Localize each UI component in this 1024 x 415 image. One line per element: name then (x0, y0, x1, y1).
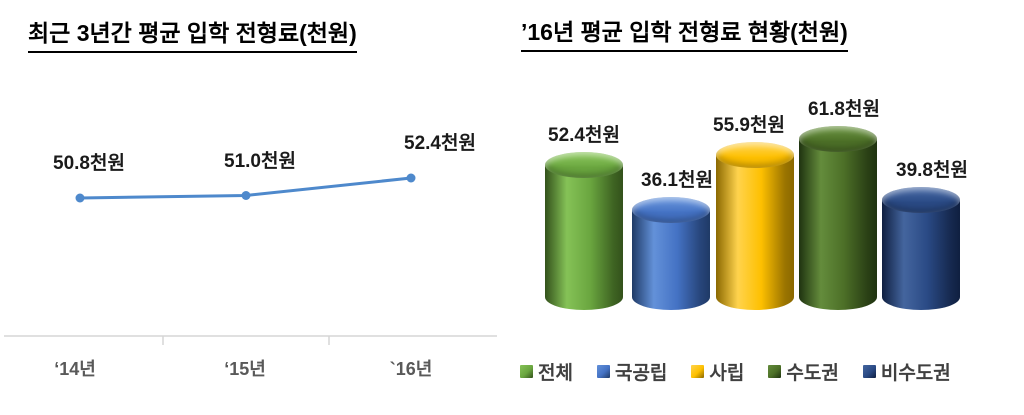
legend-label: 국공립 (614, 363, 668, 384)
legend-label: 전체 (538, 363, 573, 384)
x-axis-label: ‘15년 (224, 359, 266, 379)
legend-item: 수도권 (768, 358, 839, 385)
line-data-label: 50.8천원 (53, 153, 125, 174)
bar-data-label: 52.4천원 (548, 125, 620, 146)
data-point-marker (241, 191, 251, 200)
cylinder-top-cap (882, 187, 960, 213)
legend-item: 비수도권 (862, 358, 951, 385)
legend-label: 수도권 (786, 363, 839, 384)
cylinder-top-cap (632, 197, 710, 223)
x-axis-label: ‘14년 (54, 359, 96, 379)
cylinder-top-cap (716, 142, 794, 168)
legend-item: 사립 (691, 358, 744, 385)
legend-item: 국공립 (596, 358, 668, 385)
line-data-label: 52.4천원 (404, 133, 476, 154)
bar-data-label: 39.8천원 (896, 160, 968, 181)
line-chart-title: 최근 3년간 평균 입학 전형료(천원) (28, 14, 357, 53)
cylinder-top-cap (545, 152, 623, 178)
legend-color-swatch-icon (520, 365, 533, 378)
legend-item: 전체 (520, 358, 573, 385)
cylinder-top-cap (799, 126, 877, 152)
cylinder-bar (545, 165, 623, 310)
data-point-marker (406, 173, 416, 183)
line-data-label: 51.0천원 (224, 150, 296, 172)
legend-color-swatch-icon (862, 365, 876, 378)
x-axis-label: `16년 (389, 359, 433, 379)
legend-color-swatch-icon (768, 365, 782, 378)
cylinder-bar (632, 210, 710, 310)
legend-color-swatch-icon (691, 365, 705, 378)
cylinder-bar (799, 139, 877, 310)
bar-data-label: 55.9천원 (713, 115, 785, 136)
data-point-marker (75, 193, 85, 203)
legend-label: 사립 (709, 363, 745, 384)
cylinder-bar (716, 155, 794, 310)
line-chart-plot (4, 173, 497, 345)
bar-data-label: 36.1천원 (641, 170, 713, 191)
legend-color-swatch-icon (596, 365, 610, 378)
bar-chart-title: ’16년 평균 입학 전형료 현황(천원) (521, 13, 848, 52)
cylinder-bar (882, 200, 960, 310)
bar-data-label: 61.8천원 (808, 99, 880, 120)
bar-chart-legend: 전체 국공립 사립 수도권 비수도권 (520, 358, 951, 385)
legend-label: 비수도권 (880, 363, 951, 384)
